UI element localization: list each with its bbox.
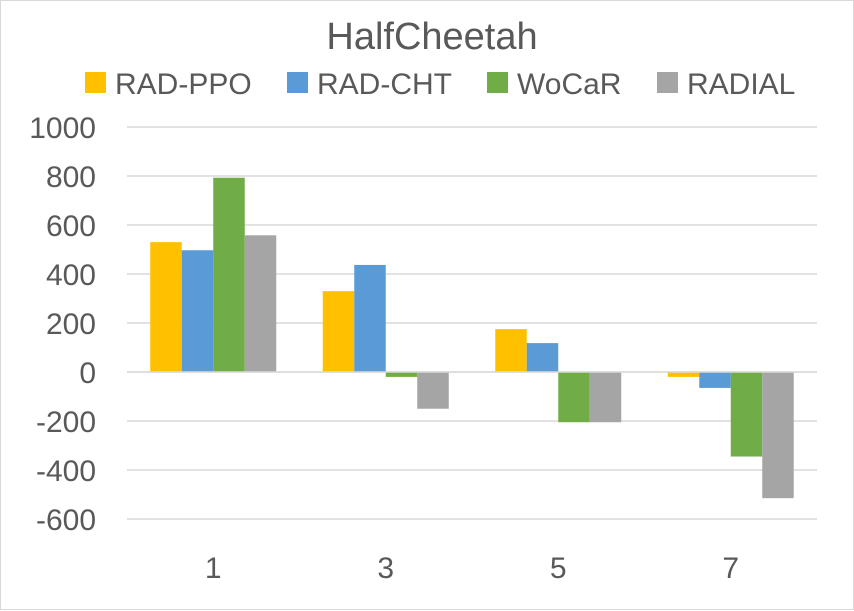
- x-tick-label: 7: [722, 552, 739, 585]
- bar-wocar-5: [558, 372, 590, 423]
- bar-radial-5: [589, 372, 622, 423]
- legend-swatch-rad-cht: [287, 72, 308, 93]
- x-tick-label: 5: [550, 552, 567, 585]
- bars: [127, 177, 817, 499]
- y-tick-label: 1000: [29, 112, 96, 145]
- legend-label-radial: RADIAL: [687, 68, 795, 101]
- bar-radial-7: [762, 372, 794, 499]
- bar-rad-cht-5: [526, 343, 559, 372]
- bar-rad-ppo-3: [322, 291, 355, 372]
- bar-radial-3: [417, 372, 449, 409]
- y-tick-label: 200: [46, 308, 96, 341]
- y-tick-label: -200: [36, 406, 96, 439]
- y-tick-label: -400: [36, 455, 96, 488]
- legend-label-wocar: WoCaR: [517, 68, 621, 101]
- bar-rad-ppo-5: [495, 329, 527, 372]
- legend-swatch-radial: [657, 72, 678, 93]
- legend-label-rad-cht: RAD-CHT: [317, 68, 452, 101]
- y-tick-label: 800: [46, 161, 96, 194]
- chart-title: HalfCheetah: [326, 16, 537, 58]
- bar-rad-cht-3: [354, 264, 386, 372]
- x-tick-label: 3: [377, 552, 394, 585]
- y-tick-label: 600: [46, 210, 96, 243]
- bar-rad-ppo-7: [667, 372, 700, 377]
- bar-radial-1: [244, 235, 277, 372]
- bar-wocar-7: [730, 372, 763, 457]
- x-axis-ticks: 1 3 5 7: [205, 552, 739, 585]
- legend-swatch-wocar: [487, 72, 508, 93]
- legend: RAD-PPO RAD-CHT WoCaR RADIAL: [85, 68, 795, 101]
- legend-swatch-rad-ppo: [85, 72, 106, 93]
- bar-wocar-1: [213, 177, 245, 372]
- x-tick-label: 1: [205, 552, 222, 585]
- y-axis-ticks: 1000 800 600 400 200 0 -200 -400 -600: [29, 112, 96, 537]
- bar-wocar-3: [385, 372, 418, 377]
- y-tick-label: 0: [79, 357, 96, 390]
- bar-rad-cht-7: [699, 372, 731, 388]
- y-tick-label: 400: [46, 259, 96, 292]
- bar-rad-ppo-1: [150, 242, 182, 372]
- legend-label-rad-ppo: RAD-PPO: [115, 68, 252, 101]
- y-tick-label: -600: [36, 504, 96, 537]
- bar-rad-cht-1: [181, 250, 214, 372]
